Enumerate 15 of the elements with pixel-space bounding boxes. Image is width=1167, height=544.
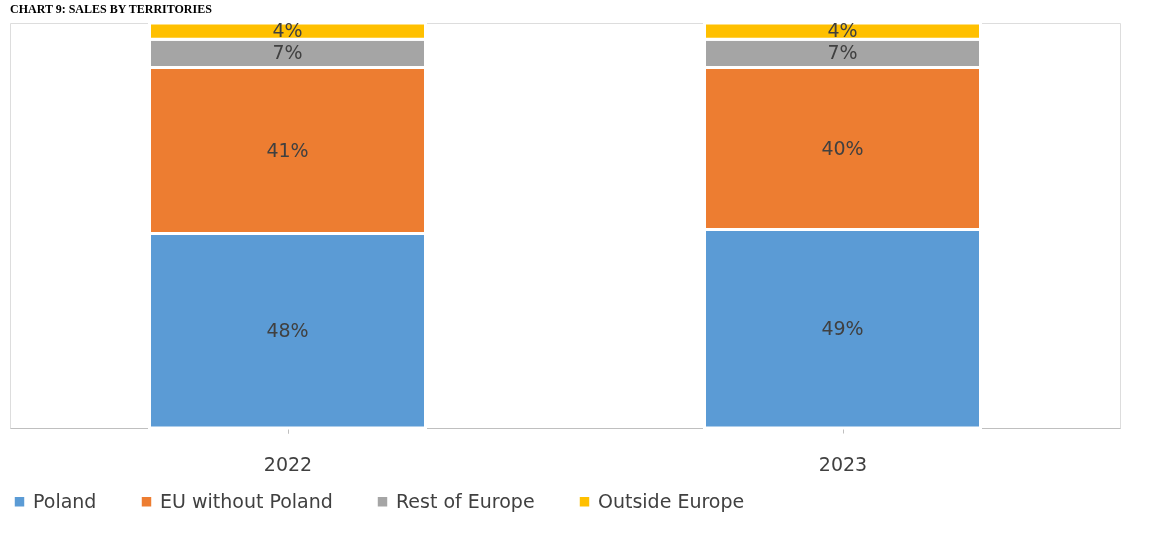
- legend-label: Outside Europe: [598, 489, 745, 512]
- legend-label: Rest of Europe: [396, 489, 535, 512]
- chart-title: CHART 9: SALES BY TERRITORIES: [10, 1, 213, 16]
- data-label: 7%: [272, 41, 303, 64]
- data-label: 7%: [827, 41, 858, 64]
- data-label: 49%: [821, 316, 864, 339]
- data-label: 40%: [821, 136, 864, 159]
- data-label: 4%: [827, 19, 858, 42]
- legend-label: Poland: [33, 489, 97, 512]
- x-tick-label: 2022: [263, 452, 313, 475]
- data-label: 4%: [272, 19, 303, 42]
- legend-label: EU without Poland: [160, 489, 333, 512]
- x-tick-label: 2023: [818, 452, 868, 475]
- data-label: 41%: [266, 138, 309, 161]
- data-label: 48%: [266, 318, 309, 341]
